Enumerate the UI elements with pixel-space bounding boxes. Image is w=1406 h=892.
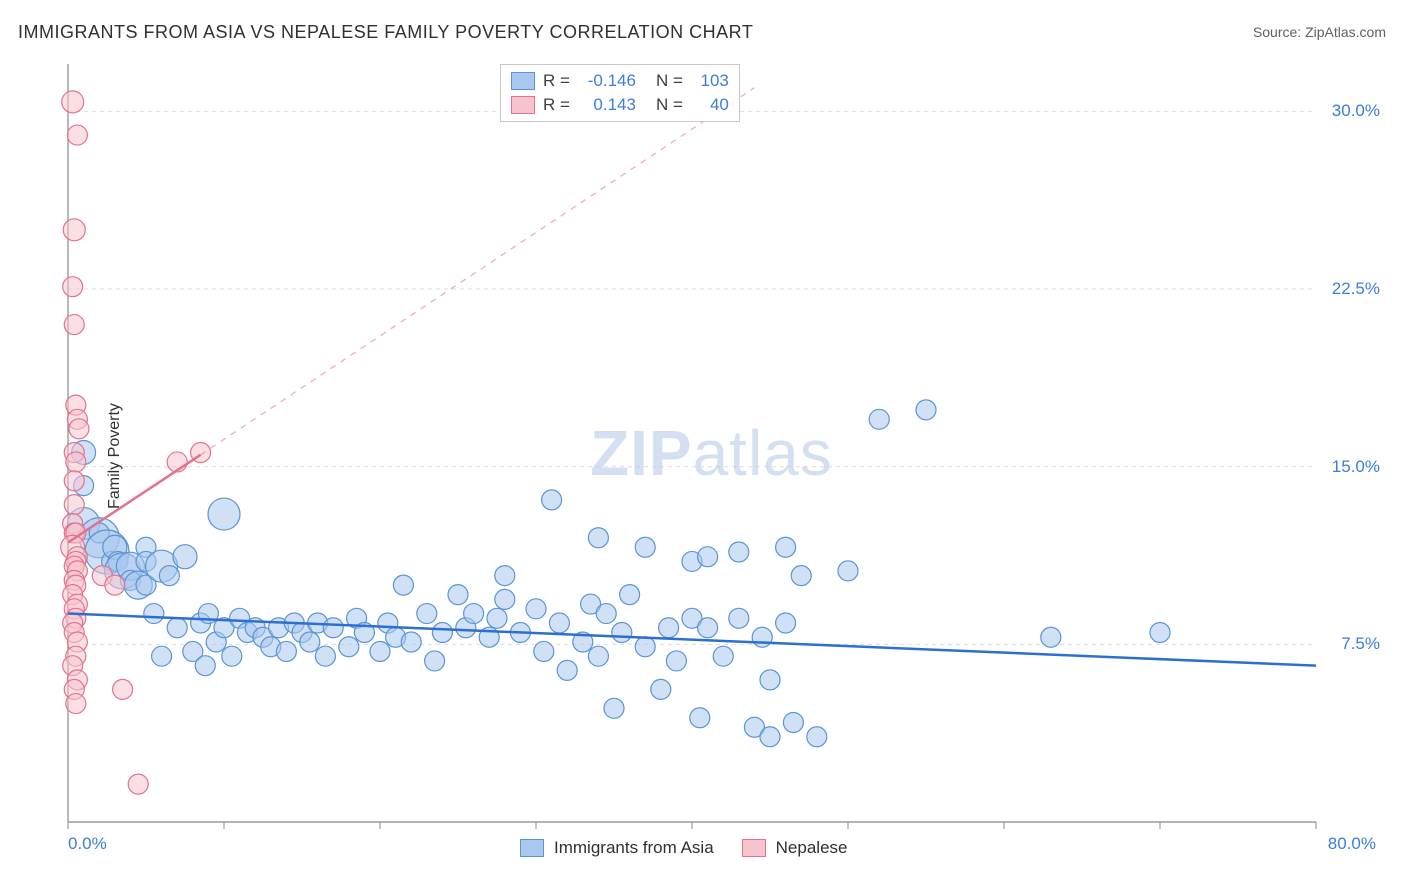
- x-tick-label: 80.0%: [1328, 834, 1376, 854]
- legend-N-label: N =: [656, 95, 683, 115]
- chart-svg: [50, 56, 1386, 856]
- chart-title: IMMIGRANTS FROM ASIA VS NEPALESE FAMILY …: [18, 22, 753, 43]
- legend-N-value: 40: [691, 95, 729, 115]
- x-tick-label: 0.0%: [68, 834, 107, 854]
- y-axis-label: Family Poverty: [106, 403, 124, 509]
- legend-N-value: 103: [691, 71, 729, 91]
- legend-R-value: 0.143: [578, 95, 636, 115]
- series-legend: Immigrants from Asia Nepalese: [520, 838, 865, 858]
- legend-swatch: [511, 96, 535, 114]
- correlation-legend: R = -0.146 N = 103 R = 0.143 N = 40: [500, 64, 740, 122]
- y-tick-label: 22.5%: [1332, 279, 1380, 299]
- legend-R-label: R =: [543, 71, 570, 91]
- legend-swatch: [742, 839, 766, 857]
- legend-swatch: [520, 839, 544, 857]
- y-tick-label: 30.0%: [1332, 101, 1380, 121]
- legend-swatch: [511, 72, 535, 90]
- source-label: Source: ZipAtlas.com: [1253, 24, 1386, 40]
- legend-row: R = 0.143 N = 40: [511, 93, 729, 117]
- y-tick-label: 15.0%: [1332, 457, 1380, 477]
- y-tick-label: 7.5%: [1341, 634, 1380, 654]
- legend-row: R = -0.146 N = 103: [511, 69, 729, 93]
- scatter-plot: Family Poverty ZIPatlas R =-0.146N =103R…: [50, 56, 1386, 856]
- legend-series-label: Immigrants from Asia: [554, 838, 714, 858]
- legend-series-label: Nepalese: [776, 838, 848, 858]
- legend-N-label: N =: [656, 71, 683, 91]
- legend-R-label: R =: [543, 95, 570, 115]
- legend-R-value: -0.146: [578, 71, 636, 91]
